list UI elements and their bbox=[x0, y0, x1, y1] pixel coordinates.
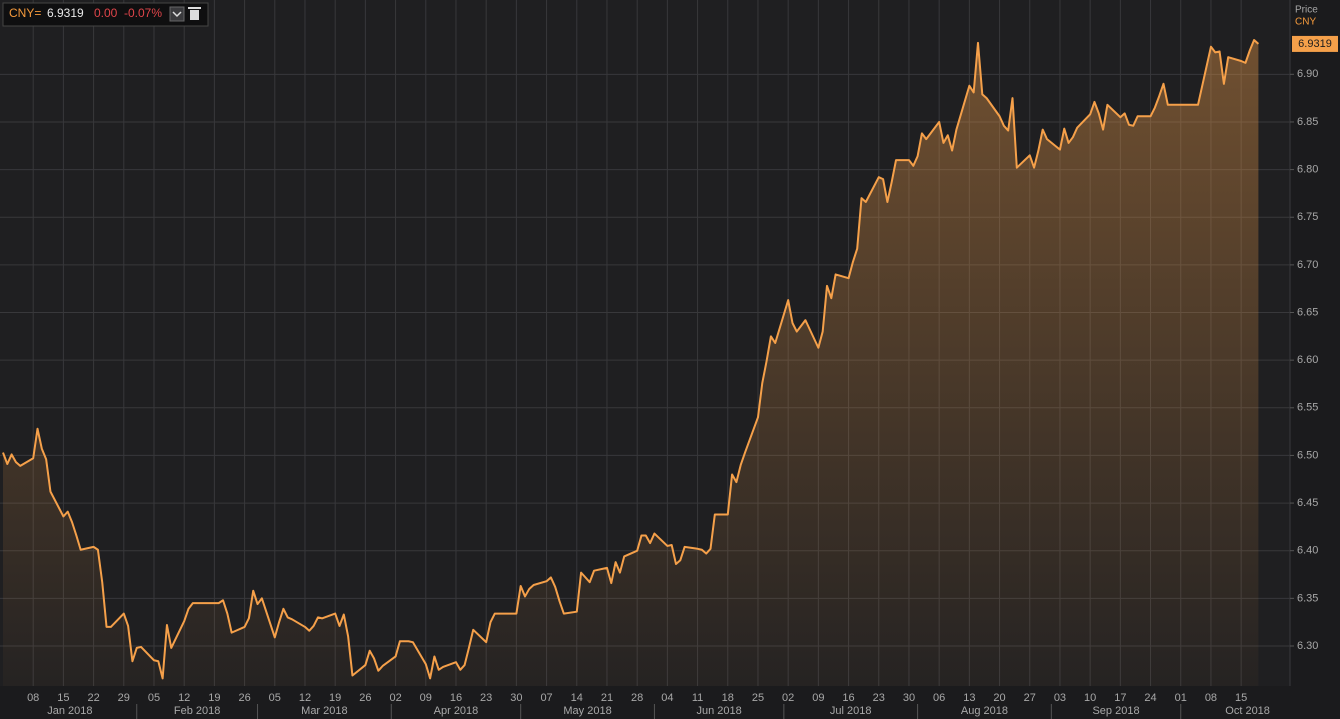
y-tick-label: 6.60 bbox=[1297, 354, 1318, 366]
x-tick-label: 25 bbox=[752, 692, 764, 704]
x-tick-label: 26 bbox=[359, 692, 371, 704]
y-tick-label: 6.75 bbox=[1297, 211, 1318, 223]
last-value-label: 6.9319 bbox=[1298, 38, 1332, 50]
month-label: Mar 2018 bbox=[301, 705, 347, 717]
x-tick-label: 24 bbox=[1144, 692, 1156, 704]
dropdown-button[interactable] bbox=[169, 6, 185, 22]
x-tick-label: 08 bbox=[1205, 692, 1217, 704]
x-tick-label: 08 bbox=[27, 692, 39, 704]
x-tick-label: 11 bbox=[692, 692, 703, 704]
x-tick-label: 04 bbox=[661, 692, 673, 704]
x-tick-label: 23 bbox=[873, 692, 885, 704]
x-tick-label: 16 bbox=[842, 692, 854, 704]
x-tick-label: 18 bbox=[722, 692, 734, 704]
last-price: 6.9319 bbox=[47, 6, 84, 20]
x-tick-label: 05 bbox=[148, 692, 160, 704]
x-tick-label: 15 bbox=[1235, 692, 1247, 704]
x-tick-label: 03 bbox=[1054, 692, 1066, 704]
x-tick-label: 19 bbox=[208, 692, 220, 704]
x-tick-label: 12 bbox=[299, 692, 311, 704]
month-label: Jan 2018 bbox=[47, 705, 92, 717]
y-tick-label: 6.80 bbox=[1297, 164, 1318, 176]
x-tick-label: 12 bbox=[178, 692, 190, 704]
month-label: Oct 2018 bbox=[1225, 705, 1270, 717]
x-tick-label: 06 bbox=[933, 692, 945, 704]
month-label: Aug 2018 bbox=[961, 705, 1008, 717]
y-tick-label: 6.90 bbox=[1297, 68, 1318, 80]
trash-body bbox=[190, 10, 199, 20]
x-tick-label: 17 bbox=[1114, 692, 1126, 704]
dropdown-icon bbox=[172, 11, 182, 18]
x-axis-strip bbox=[0, 686, 1340, 719]
x-tick-label: 29 bbox=[118, 692, 130, 704]
x-tick-label: 23 bbox=[480, 692, 492, 704]
x-tick-label: 26 bbox=[238, 692, 250, 704]
pct-change: -0.07% bbox=[124, 6, 162, 20]
x-tick-label: 15 bbox=[57, 692, 69, 704]
x-tick-label: 02 bbox=[389, 692, 401, 704]
x-tick-label: 20 bbox=[993, 692, 1005, 704]
y-tick-label: 6.40 bbox=[1297, 545, 1318, 557]
x-tick-label: 09 bbox=[420, 692, 432, 704]
delete-button[interactable] bbox=[188, 7, 201, 20]
axis-title: Price bbox=[1295, 5, 1318, 16]
y-tick-label: 6.55 bbox=[1297, 402, 1318, 414]
x-tick-label: 27 bbox=[1024, 692, 1036, 704]
net-change: 0.00 bbox=[94, 6, 118, 20]
axis-currency: CNY bbox=[1295, 17, 1316, 28]
trash-lid bbox=[188, 7, 201, 9]
month-label: Jun 2018 bbox=[697, 705, 742, 717]
y-tick-label: 6.30 bbox=[1297, 640, 1318, 652]
month-label: Sep 2018 bbox=[1092, 705, 1139, 717]
x-tick-label: 21 bbox=[601, 692, 613, 704]
x-tick-label: 30 bbox=[903, 692, 915, 704]
quote-box: CNY= 6.9319 0.00 -0.07% bbox=[2, 2, 209, 27]
x-tick-label: 22 bbox=[87, 692, 99, 704]
data bbox=[2, 39, 1260, 686]
x-tick-label: 10 bbox=[1084, 692, 1096, 704]
x-tick-label: 16 bbox=[450, 692, 462, 704]
y-tick-label: 6.35 bbox=[1297, 592, 1318, 604]
x-tick-label: 02 bbox=[782, 692, 794, 704]
y-tick-label: 6.65 bbox=[1297, 306, 1318, 318]
y-tick-label: 6.50 bbox=[1297, 449, 1318, 461]
month-label: May 2018 bbox=[563, 705, 611, 717]
month-label: Feb 2018 bbox=[174, 705, 220, 717]
x-tick-label: 30 bbox=[510, 692, 522, 704]
axes: 6.30 6.35 6.40 6.45 6.50 6.55 6.60 6.65 6.70 6.75… bbox=[27, 35, 1338, 719]
y-tick-label: 6.45 bbox=[1297, 497, 1318, 509]
y-tick-label: 6.70 bbox=[1297, 259, 1318, 271]
x-tick-label: 09 bbox=[812, 692, 824, 704]
x-tick-label: 07 bbox=[540, 692, 552, 704]
x-tick-label: 28 bbox=[631, 692, 643, 704]
x-tick-label: 19 bbox=[329, 692, 341, 704]
line bbox=[2, 39, 1260, 680]
x-tick-label: 13 bbox=[963, 692, 975, 704]
x-tick-label: 14 bbox=[571, 692, 583, 704]
month-label: Jul 2018 bbox=[830, 705, 872, 717]
ric: CNY= bbox=[9, 6, 41, 20]
x-tick-label: 05 bbox=[269, 692, 281, 704]
area bbox=[3, 40, 1259, 686]
last-value-tag bbox=[1292, 35, 1338, 52]
y-tick-label: 6.85 bbox=[1297, 116, 1318, 128]
month-label: Apr 2018 bbox=[434, 705, 479, 717]
x-tick-label: 01 bbox=[1175, 692, 1187, 704]
quote-box-frame bbox=[2, 2, 209, 27]
